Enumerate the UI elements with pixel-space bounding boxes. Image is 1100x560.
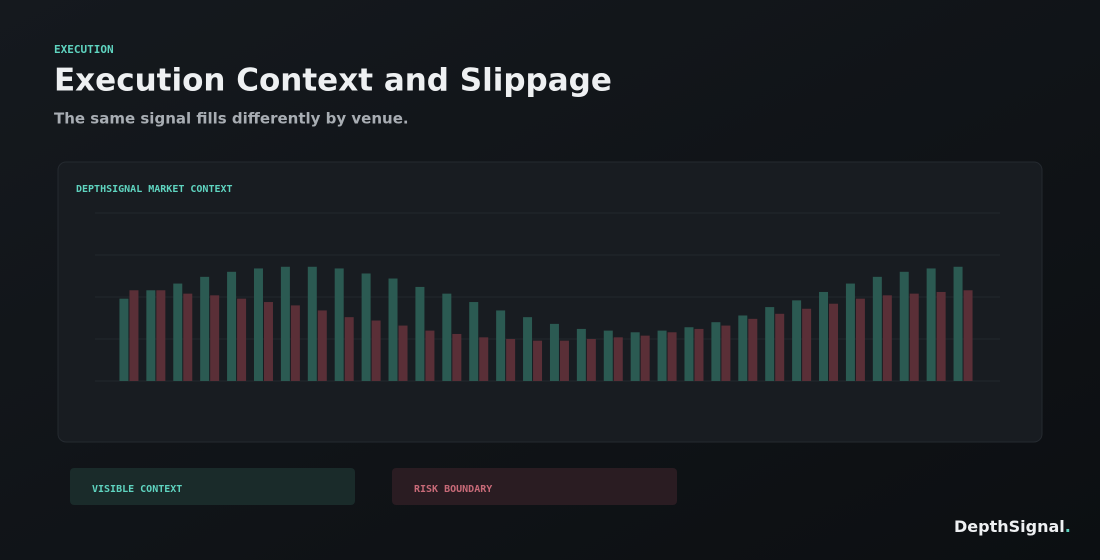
bar <box>882 295 892 381</box>
bar <box>119 298 129 381</box>
bar <box>738 315 748 381</box>
bar <box>909 293 919 381</box>
bar <box>603 330 613 381</box>
legend-card <box>392 468 677 505</box>
bar <box>146 290 156 381</box>
eyebrow: EXECUTION <box>54 43 114 56</box>
bar <box>361 273 371 381</box>
bar <box>398 325 408 381</box>
bar <box>415 286 425 381</box>
bar <box>792 300 802 381</box>
bar <box>549 323 559 381</box>
bar <box>156 290 166 381</box>
bar <box>506 339 516 381</box>
bar <box>819 291 829 381</box>
bar <box>963 290 973 381</box>
bar <box>210 295 220 381</box>
bar <box>630 332 640 381</box>
bar <box>200 276 210 381</box>
bar <box>845 283 855 381</box>
bar <box>263 302 273 381</box>
bar <box>684 327 694 381</box>
bar <box>129 290 139 381</box>
bar <box>280 266 290 381</box>
bar <box>253 268 263 381</box>
bar <box>899 271 909 381</box>
bar <box>227 271 237 381</box>
bar <box>802 308 812 381</box>
bar <box>496 310 506 381</box>
legend-label: RISK BOUNDARY <box>414 484 492 495</box>
bar <box>926 268 936 381</box>
bar <box>855 298 865 381</box>
bar <box>344 317 354 381</box>
bar <box>775 313 785 381</box>
bar <box>479 337 489 381</box>
bar <box>721 325 731 381</box>
bar <box>613 337 623 381</box>
bar <box>469 302 479 381</box>
bar <box>667 332 677 381</box>
bar <box>657 330 667 381</box>
brand-name: DepthSignal <box>954 517 1065 536</box>
bar <box>533 340 543 381</box>
bar <box>936 291 946 381</box>
bar <box>711 322 721 381</box>
bar <box>559 340 569 381</box>
bar <box>748 318 758 381</box>
bar <box>640 335 650 381</box>
bar <box>290 305 300 381</box>
legend-card <box>70 468 355 505</box>
bar <box>307 266 317 381</box>
bar <box>523 317 533 381</box>
bar <box>237 298 247 381</box>
bar <box>388 278 398 381</box>
bar <box>371 320 381 381</box>
bar <box>317 310 327 381</box>
bar <box>829 303 839 381</box>
bar <box>694 328 704 381</box>
subtitle: The same signal fills differently by ven… <box>54 110 409 128</box>
legend-label: VISIBLE CONTEXT <box>92 484 182 495</box>
bar <box>173 283 183 381</box>
bar <box>765 307 775 381</box>
bar <box>452 333 462 381</box>
bar <box>586 339 596 381</box>
bar <box>872 276 882 381</box>
bar <box>442 293 452 381</box>
page-title: Execution Context and Slippage <box>54 63 612 99</box>
bar <box>425 330 435 381</box>
bar <box>953 266 963 381</box>
chart-title: DEPTHSIGNAL MARKET CONTEXT <box>76 184 233 195</box>
bar <box>183 293 193 381</box>
legend: VISIBLE CONTEXT RISK BOUNDARY <box>92 484 492 495</box>
plot <box>95 212 1000 382</box>
brand: DepthSignal. <box>954 517 1071 536</box>
bar <box>334 268 344 381</box>
brand-mark: . <box>1065 517 1071 536</box>
bar <box>576 328 586 381</box>
